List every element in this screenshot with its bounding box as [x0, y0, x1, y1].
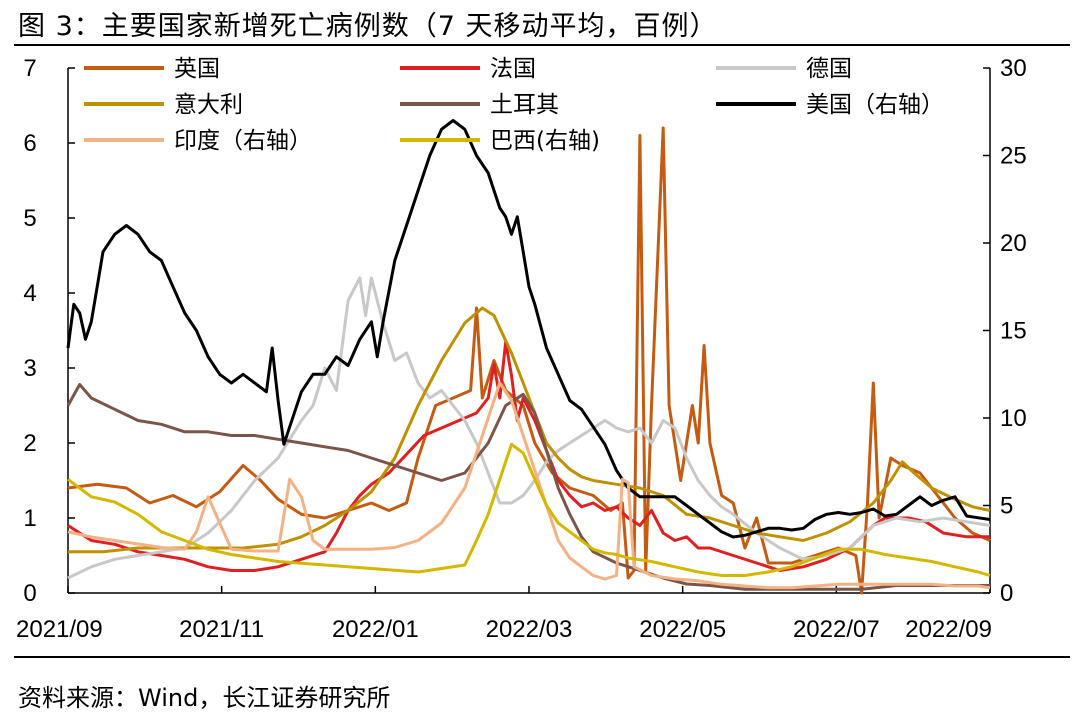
source-note: 资料来源：Wind，长江证券研究所	[18, 684, 391, 712]
x-tick-label: 2022/03	[486, 616, 573, 643]
series-line-6	[67, 381, 991, 590]
legend-label-0: 英国	[174, 56, 220, 82]
y-left-tick-label: 2	[23, 430, 36, 457]
series-line-5	[66, 119, 991, 539]
chart-axes: 0 1 2 3 4 5 6 7 0 5 10 15 20 25 30 2021/09 2021/11 2022/0…	[16, 55, 1027, 643]
y-right-tick-label: 15	[1000, 318, 1027, 345]
x-tick-label: 2021/11	[179, 616, 264, 643]
y-right-tick-label: 0	[1000, 580, 1013, 607]
legend-label-5: 美国（右轴）	[806, 92, 944, 118]
y-left-tick-label: 1	[23, 505, 36, 532]
series-line-0	[67, 126, 991, 595]
y-right-tick-label: 20	[1000, 230, 1027, 257]
series-line-4	[66, 383, 990, 591]
y-left-tick-label: 4	[23, 280, 36, 307]
series-layer	[66, 119, 991, 595]
legend-label-7: 巴西(右轴)	[490, 128, 600, 154]
series-line-2	[67, 276, 991, 580]
y-right-tick-label: 5	[1000, 493, 1013, 520]
legend-label-4: 土耳其	[490, 92, 559, 118]
y-right-tick-label: 25	[1000, 143, 1027, 170]
legend-label-6: 印度（右轴）	[174, 128, 312, 154]
x-tick-label: 2022/05	[639, 616, 726, 643]
y-left-tick-label: 3	[23, 355, 36, 382]
y-right-tick-label: 10	[1000, 405, 1027, 432]
series-line-7	[67, 442, 991, 577]
legend-label-1: 法国	[490, 56, 536, 82]
legend-label-3: 意大利	[174, 92, 243, 118]
x-tick-label: 2022/01	[332, 616, 419, 643]
y-right-tick-label: 30	[1000, 55, 1027, 82]
chart-title: 图 3：主要国家新增死亡病例数（7 天移动平均，百例）	[18, 11, 718, 42]
y-left-tick-label: 0	[23, 580, 36, 607]
legend-label-2: 德国	[806, 56, 852, 82]
y-left-tick-label: 7	[23, 55, 36, 82]
x-tick-label: 2022/07	[793, 616, 880, 643]
series-line-3	[68, 306, 991, 554]
y-left-tick-label: 5	[23, 205, 36, 232]
x-tick-label: 2022/09	[905, 616, 992, 643]
y-left-tick-label: 6	[23, 130, 36, 157]
title-rule	[14, 44, 1070, 46]
footer-rule	[14, 656, 1070, 658]
x-tick-label: 2021/09	[16, 616, 103, 643]
